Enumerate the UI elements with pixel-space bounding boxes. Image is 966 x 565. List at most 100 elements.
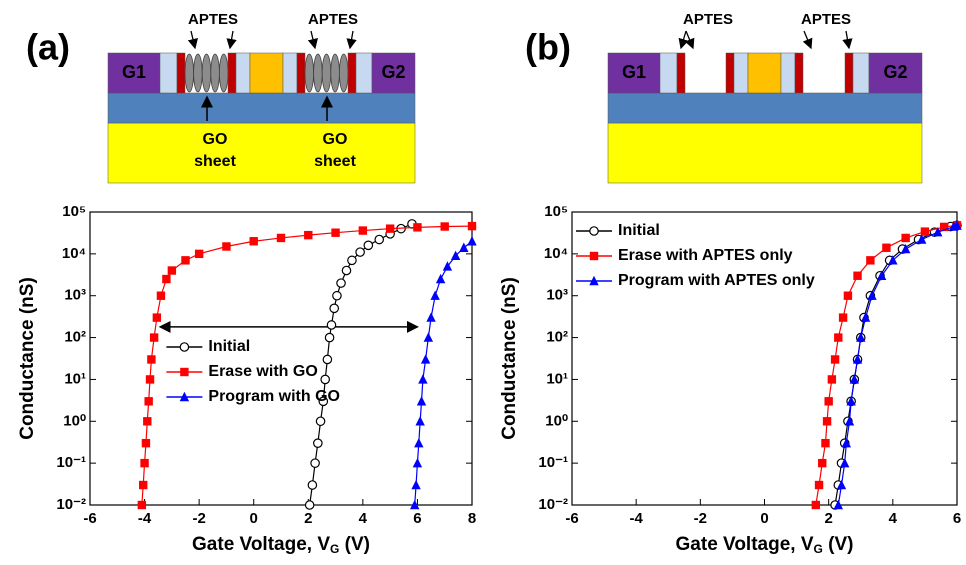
data-point (157, 292, 165, 300)
data-point (853, 272, 861, 280)
channel (250, 53, 283, 93)
y-tick-label: 10² (64, 329, 86, 346)
x-tick-label: -2 (694, 510, 707, 527)
data-point (413, 458, 422, 467)
aptes-layer (677, 53, 685, 93)
spacer (160, 53, 177, 93)
data-point (824, 397, 832, 405)
data-point (831, 355, 839, 363)
legend-label: Initial (208, 338, 250, 355)
y-tick-label: 10⁵ (544, 203, 568, 220)
data-point (414, 438, 423, 447)
aptes-layer (177, 53, 185, 93)
data-point (844, 292, 852, 300)
go-sheet-layer (194, 54, 203, 92)
x-axis-label-part: (V) (823, 534, 854, 555)
pointer-arrow (804, 31, 811, 48)
spacer (734, 53, 748, 93)
aptes-layer (228, 53, 236, 93)
go-sheet-layer (339, 54, 348, 92)
data-point (411, 480, 420, 489)
substrate (108, 123, 415, 183)
data-point (222, 242, 230, 250)
y-tick-label: 10⁴ (544, 245, 568, 262)
data-point (467, 236, 476, 245)
aptes-label: APTES (801, 11, 851, 28)
data-point (323, 355, 331, 363)
go-sheet-layer (322, 54, 331, 92)
data-point (321, 375, 329, 383)
y-tick-label: 10³ (546, 287, 568, 304)
x-tick-label: 2 (304, 510, 312, 527)
data-point (921, 227, 929, 235)
panel-label: (a) (26, 27, 70, 68)
data-point (142, 439, 150, 447)
x-axis-label: Gate Voltage, VG (V) (676, 534, 854, 556)
y-tick-label: 10⁰ (545, 412, 568, 429)
legend-label: Erase with GO (208, 363, 317, 380)
y-axis-label: Conductance (nS) (17, 277, 38, 440)
data-point (818, 459, 826, 467)
data-point (314, 439, 322, 447)
x-tick-label: 6 (953, 510, 961, 527)
x-tick-label: 2 (824, 510, 832, 527)
x-tick-label: 4 (889, 510, 898, 527)
channel (748, 53, 781, 93)
aptes-layer (726, 53, 734, 93)
data-point (375, 235, 383, 243)
data-point (356, 248, 364, 256)
data-point (316, 417, 324, 425)
data-point (139, 481, 147, 489)
data-point (823, 417, 831, 425)
x-tick-label: 8 (468, 510, 476, 527)
panel-label: (b) (525, 27, 571, 68)
y-tick-label: 10² (546, 329, 568, 346)
pointer-arrow (846, 31, 849, 48)
substrate (608, 123, 922, 183)
x-tick-label: 0 (250, 510, 258, 527)
data-point (150, 333, 158, 341)
data-point (415, 416, 424, 425)
data-point (413, 223, 421, 231)
data-point (168, 266, 176, 274)
data-point (195, 250, 203, 258)
aptes-layer (297, 53, 305, 93)
data-point (147, 355, 155, 363)
series-line (835, 225, 957, 505)
data-point (468, 222, 476, 230)
y-tick-label: 10⁻² (538, 496, 568, 513)
legend-marker (590, 227, 598, 235)
x-tick-label: -6 (565, 510, 578, 527)
x-tick-label: -4 (138, 510, 152, 527)
x-tick-label: 6 (413, 510, 421, 527)
go-label: GO (323, 131, 348, 148)
legend-label: Program with APTES only (618, 272, 815, 289)
data-point (327, 321, 335, 329)
data-point (143, 417, 151, 425)
x-axis-label-part: (V) (339, 534, 370, 555)
legend-marker (590, 252, 598, 260)
y-tick-label: 10³ (64, 287, 86, 304)
data-point (459, 243, 468, 252)
go-sheet-layer (202, 54, 211, 92)
pointer-arrow (230, 31, 233, 48)
data-point (901, 234, 909, 242)
aptes-layer (845, 53, 853, 93)
data-point (330, 304, 338, 312)
data-point (359, 226, 367, 234)
data-point (305, 501, 313, 509)
pointer-arrow (686, 31, 693, 48)
data-point (138, 501, 146, 509)
data-point (418, 374, 427, 383)
y-tick-label: 10⁴ (62, 245, 86, 262)
data-point (866, 256, 874, 264)
data-point (325, 333, 333, 341)
dielectric (608, 93, 922, 123)
data-point (250, 237, 258, 245)
data-point (839, 313, 847, 321)
figure: (a)G1G2APTESAPTESGOsheetGOsheet(b)G1G2AP… (0, 0, 966, 565)
spacer (781, 53, 795, 93)
gate-label: G1 (122, 62, 146, 82)
series-line (310, 224, 412, 505)
dielectric (108, 93, 415, 123)
